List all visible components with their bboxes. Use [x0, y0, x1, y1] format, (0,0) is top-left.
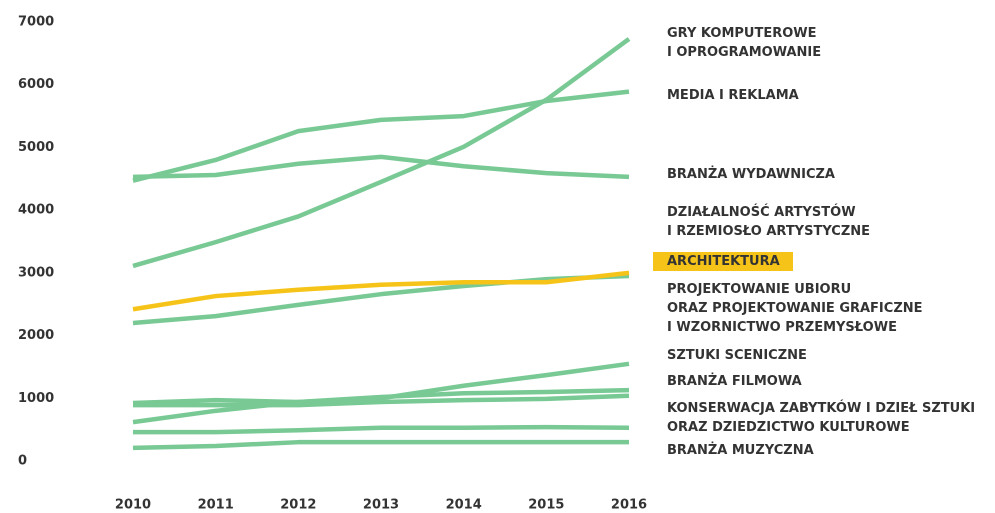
- series-line: [133, 424, 630, 435]
- series-line: [132, 387, 630, 406]
- series-line: [132, 439, 629, 451]
- y-tick-label: 0: [18, 454, 27, 469]
- legend-label: GRY KOMPUTEROWE I OPROGRAMOWANIE: [667, 26, 822, 60]
- y-tick-label: 3000: [18, 265, 54, 280]
- legend-label: ARCHITEKTURA: [653, 252, 793, 271]
- x-tick-label: 2016: [611, 498, 647, 513]
- x-tick-label: 2012: [280, 498, 316, 513]
- series-line: [132, 89, 630, 183]
- legend-label: BRANŻA MUZYCZNA: [667, 443, 814, 458]
- series-line: [132, 273, 630, 326]
- legend-label: BRANŻA FILMOWA: [667, 374, 802, 389]
- x-tick-label: 2015: [528, 498, 564, 513]
- series-line: [132, 270, 630, 312]
- x-tick-label: 2013: [363, 498, 399, 513]
- y-tick-label: 5000: [18, 140, 54, 155]
- legend-label: MEDIA I REKLAMA: [667, 88, 799, 103]
- legend-label: PROJEKTOWANIE UBIORU ORAZ PROJEKTOWANIE …: [667, 282, 923, 335]
- legend-label: SZTUKI SCENICZNE: [667, 348, 807, 363]
- y-tick-label: 7000: [18, 15, 54, 30]
- series-line: [132, 37, 631, 269]
- series-line: [132, 154, 630, 180]
- x-tick-label: 2010: [115, 498, 151, 513]
- y-tick-label: 6000: [18, 77, 54, 92]
- x-tick-label: 2011: [198, 498, 234, 513]
- x-tick-label: 2014: [446, 498, 482, 513]
- legend-label: DZIAŁALNOŚĆ ARTYSTÓW I RZEMIOSŁO ARTYSTY…: [667, 205, 871, 239]
- legend-label: KONSERWACJA ZABYTKÓW I DZIEŁ SZTUKI ORAZ…: [667, 401, 976, 435]
- legend-label: BRANŻA WYDAWNICZA: [667, 167, 835, 182]
- y-tick-label: 2000: [18, 328, 54, 343]
- y-tick-label: 1000: [18, 391, 54, 406]
- y-tick-label: 4000: [18, 203, 54, 218]
- series-line: [133, 393, 630, 408]
